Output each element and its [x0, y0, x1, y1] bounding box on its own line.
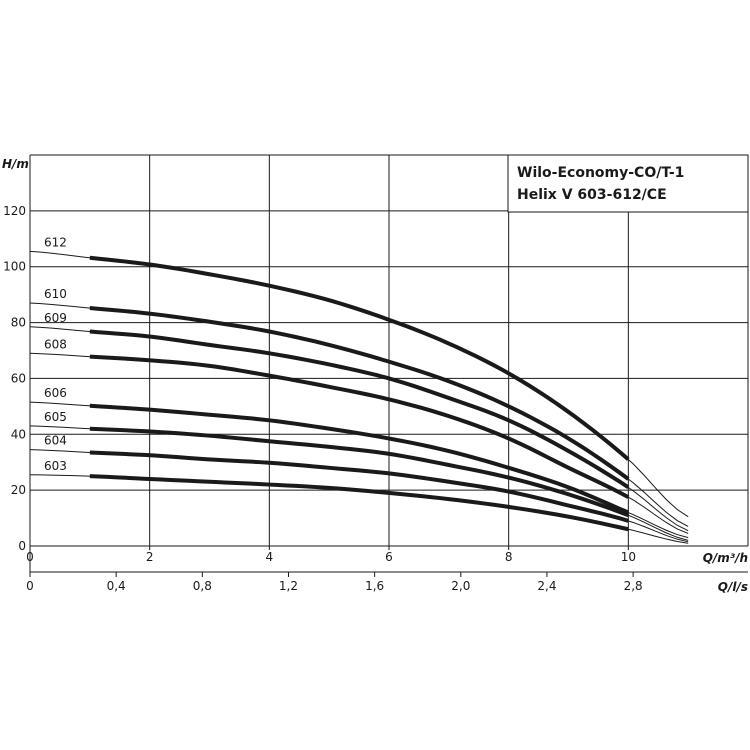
x2-tick-label: 0,8: [193, 579, 212, 593]
operating-range-610: [89, 306, 630, 481]
x2-tick-label: 2,4: [537, 579, 556, 593]
y-tick-label: 80: [11, 316, 26, 330]
pump-curve-605: [29, 425, 689, 541]
curve-label-606: 606: [44, 386, 67, 400]
operating-range-609: [89, 329, 630, 490]
title-box: Wilo-Economy-CO/T-1 Helix V 603-612/CE: [507, 154, 749, 213]
y-tick-label: 60: [11, 371, 26, 385]
curve-label-612: 612: [44, 235, 67, 249]
x2-tick-label: 1,6: [365, 579, 384, 593]
x2-tick-label: 2,8: [624, 579, 643, 593]
operating-range-606: [89, 403, 630, 515]
curve-label-603: 603: [44, 459, 67, 473]
title-box-frame: [507, 154, 749, 213]
x-tick-label: 2: [146, 550, 154, 564]
x2-tick-label: 0,4: [107, 579, 126, 593]
x-tick-label: 10: [621, 550, 636, 564]
curve-label-604: 604: [44, 434, 67, 448]
y-tick-label: 120: [3, 204, 26, 218]
x2-tick-label: 1,2: [279, 579, 298, 593]
x-tick-label: 8: [505, 550, 513, 564]
x-tick-label: 0: [26, 550, 34, 564]
x-axis-label: Q/m³/h: [703, 551, 748, 565]
x-tick-label: 4: [266, 550, 274, 564]
y-tick-label: 100: [3, 260, 26, 274]
x2-tick-label: 2,0: [451, 579, 470, 593]
title-line-1: Wilo-Economy-CO/T-1: [517, 165, 684, 181]
pump-curve-610: [29, 302, 689, 527]
curve-label-610: 610: [44, 287, 67, 301]
grid-lines: [30, 155, 748, 550]
y-axis-label: H/m: [2, 157, 29, 171]
y-tick-label: 0: [18, 539, 26, 553]
title-line-2: Helix V 603-612/CE: [517, 187, 667, 203]
curve-label-608: 608: [44, 337, 67, 351]
y-tick-label: 40: [11, 427, 26, 441]
x2-axis-label: Q/l/s: [718, 580, 748, 594]
operating-range-605: [89, 426, 630, 518]
curves: 612 610 609 608 606 605 604 603: [29, 235, 689, 544]
operating-range-604: [89, 450, 629, 523]
y-tick-label: 20: [11, 483, 26, 497]
operating-range-608: [89, 354, 630, 499]
operating-range-603: [89, 474, 629, 532]
curve-label-609: 609: [44, 311, 67, 325]
x2-tick-label: 0: [26, 579, 34, 593]
x-tick-label: 6: [385, 550, 393, 564]
curve-label-605: 605: [44, 410, 67, 424]
operating-range-612: [89, 255, 630, 461]
pump-curve-608: [29, 352, 689, 534]
